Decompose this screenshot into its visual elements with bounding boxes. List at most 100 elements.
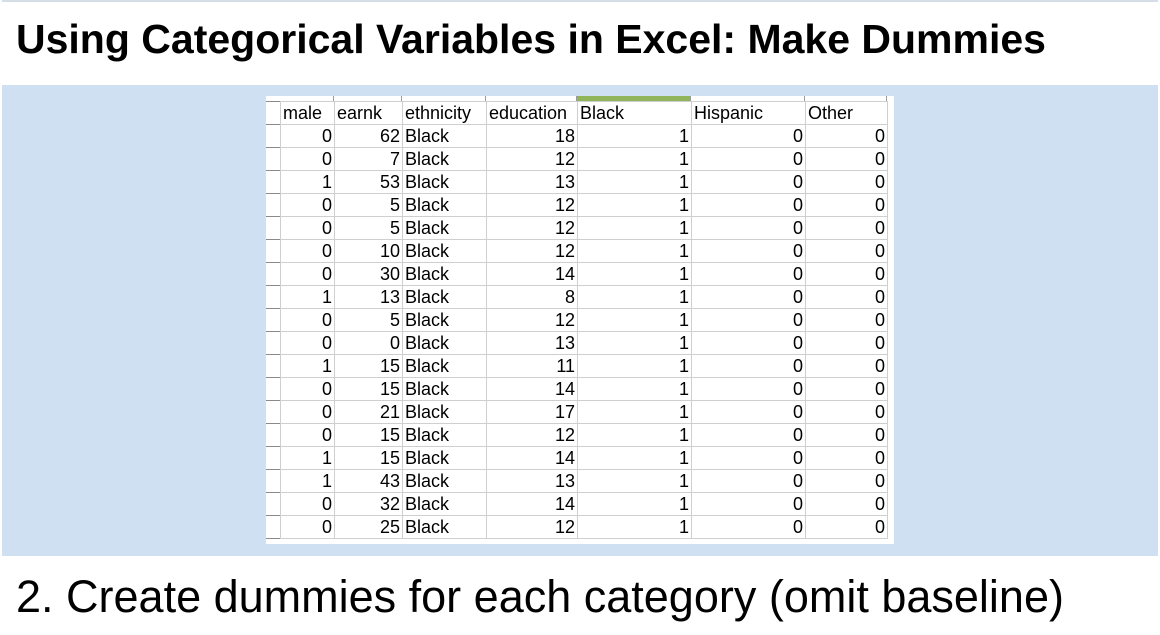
cell-education[interactable]: 11: [486, 354, 578, 378]
cell-hispanic[interactable]: 0: [691, 193, 806, 217]
cell-hispanic[interactable]: 0: [691, 446, 806, 470]
cell-other[interactable]: 0: [805, 170, 888, 194]
cell-black[interactable]: 1: [577, 216, 692, 240]
cell-black[interactable]: 1: [577, 147, 692, 171]
cell-ethnicity[interactable]: Black: [402, 400, 487, 424]
cell-ethnicity[interactable]: Black: [402, 193, 487, 217]
cell-hispanic[interactable]: 0: [691, 331, 806, 355]
cell-other[interactable]: 0: [805, 423, 888, 447]
cell-other[interactable]: 0: [805, 400, 888, 424]
cell-black[interactable]: 1: [577, 239, 692, 263]
cell-hispanic[interactable]: 0: [691, 423, 806, 447]
cell-black[interactable]: 1: [577, 377, 692, 401]
cell-male[interactable]: 1: [280, 285, 335, 309]
cell-education[interactable]: 14: [486, 492, 578, 516]
cell-earnk[interactable]: 5: [334, 308, 403, 332]
cell-education[interactable]: 13: [486, 469, 578, 493]
cell-earnk[interactable]: 15: [334, 354, 403, 378]
cell-male[interactable]: 0: [280, 262, 335, 286]
cell-black[interactable]: 1: [577, 446, 692, 470]
cell-male[interactable]: 0: [280, 331, 335, 355]
cell-male[interactable]: 0: [280, 216, 335, 240]
cell-male[interactable]: 1: [280, 170, 335, 194]
cell-ethnicity[interactable]: Black: [402, 423, 487, 447]
cell-education[interactable]: 14: [486, 377, 578, 401]
cell-black[interactable]: 1: [577, 308, 692, 332]
cell-ethnicity[interactable]: Black: [402, 216, 487, 240]
cell-male[interactable]: 1: [280, 469, 335, 493]
cell-black[interactable]: 1: [577, 469, 692, 493]
cell-ethnicity[interactable]: Black: [402, 469, 487, 493]
cell-education[interactable]: 12: [486, 423, 578, 447]
cell-earnk[interactable]: 25: [334, 515, 403, 539]
cell-other[interactable]: 0: [805, 285, 888, 309]
cell-hispanic[interactable]: 0: [691, 469, 806, 493]
header-cell-education[interactable]: education: [486, 101, 578, 125]
cell-hispanic[interactable]: 0: [691, 400, 806, 424]
cell-earnk[interactable]: 15: [334, 446, 403, 470]
cell-male[interactable]: 0: [280, 377, 335, 401]
cell-education[interactable]: 18: [486, 124, 578, 148]
cell-ethnicity[interactable]: Black: [402, 492, 487, 516]
cell-male[interactable]: 1: [280, 354, 335, 378]
cell-ethnicity[interactable]: Black: [402, 170, 487, 194]
cell-other[interactable]: 0: [805, 446, 888, 470]
cell-other[interactable]: 0: [805, 216, 888, 240]
cell-other[interactable]: 0: [805, 239, 888, 263]
cell-other[interactable]: 0: [805, 308, 888, 332]
cell-black[interactable]: 1: [577, 331, 692, 355]
cell-hispanic[interactable]: 0: [691, 262, 806, 286]
cell-earnk[interactable]: 43: [334, 469, 403, 493]
cell-education[interactable]: 14: [486, 262, 578, 286]
column-header-black[interactable]: [577, 96, 691, 101]
cell-earnk[interactable]: 32: [334, 492, 403, 516]
cell-earnk[interactable]: 30: [334, 262, 403, 286]
column-header-earnk[interactable]: [334, 96, 402, 101]
cell-ethnicity[interactable]: Black: [402, 124, 487, 148]
cell-other[interactable]: 0: [805, 262, 888, 286]
cell-black[interactable]: 1: [577, 400, 692, 424]
cell-earnk[interactable]: 53: [334, 170, 403, 194]
cell-hispanic[interactable]: 0: [691, 239, 806, 263]
cell-earnk[interactable]: 10: [334, 239, 403, 263]
cell-ethnicity[interactable]: Black: [402, 446, 487, 470]
cell-earnk[interactable]: 7: [334, 147, 403, 171]
cell-hispanic[interactable]: 0: [691, 492, 806, 516]
cell-hispanic[interactable]: 0: [691, 308, 806, 332]
cell-hispanic[interactable]: 0: [691, 515, 806, 539]
cell-other[interactable]: 0: [805, 515, 888, 539]
cell-education[interactable]: 12: [486, 515, 578, 539]
cell-hispanic[interactable]: 0: [691, 377, 806, 401]
header-cell-male[interactable]: male: [280, 101, 335, 125]
header-cell-other[interactable]: Other: [805, 101, 888, 125]
column-header-other[interactable]: [805, 96, 887, 101]
cell-education[interactable]: 13: [486, 170, 578, 194]
cell-male[interactable]: 0: [280, 124, 335, 148]
cell-earnk[interactable]: 0: [334, 331, 403, 355]
cell-education[interactable]: 12: [486, 147, 578, 171]
cell-male[interactable]: 1: [280, 446, 335, 470]
cell-other[interactable]: 0: [805, 193, 888, 217]
cell-hispanic[interactable]: 0: [691, 285, 806, 309]
cell-black[interactable]: 1: [577, 354, 692, 378]
cell-hispanic[interactable]: 0: [691, 216, 806, 240]
cell-male[interactable]: 0: [280, 308, 335, 332]
cell-black[interactable]: 1: [577, 515, 692, 539]
column-header-male[interactable]: [280, 96, 334, 101]
cell-ethnicity[interactable]: Black: [402, 308, 487, 332]
cell-ethnicity[interactable]: Black: [402, 147, 487, 171]
cell-other[interactable]: 0: [805, 354, 888, 378]
column-header-hispanic[interactable]: [691, 96, 805, 101]
cell-earnk[interactable]: 5: [334, 216, 403, 240]
cell-education[interactable]: 8: [486, 285, 578, 309]
cell-black[interactable]: 1: [577, 262, 692, 286]
cell-other[interactable]: 0: [805, 331, 888, 355]
header-cell-ethnicity[interactable]: ethnicity: [402, 101, 487, 125]
cell-ethnicity[interactable]: Black: [402, 377, 487, 401]
cell-black[interactable]: 1: [577, 423, 692, 447]
cell-education[interactable]: 12: [486, 216, 578, 240]
cell-male[interactable]: 0: [280, 147, 335, 171]
cell-male[interactable]: 0: [280, 400, 335, 424]
cell-male[interactable]: 0: [280, 492, 335, 516]
cell-ethnicity[interactable]: Black: [402, 331, 487, 355]
